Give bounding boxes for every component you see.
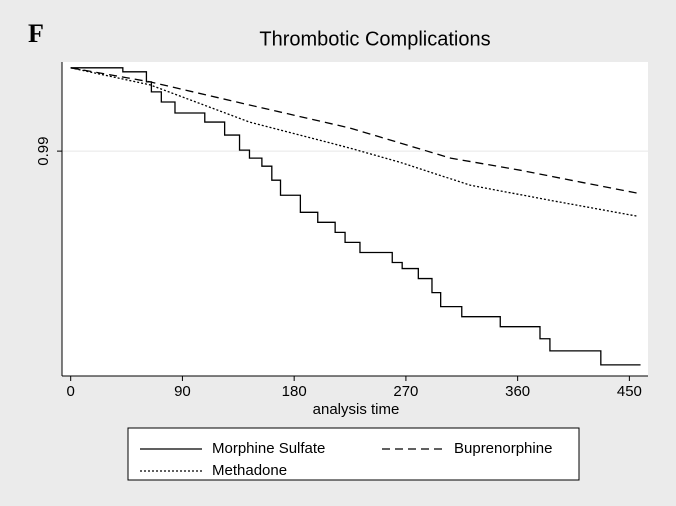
series-line	[70, 67, 641, 366]
legend-label: Methadone	[212, 462, 287, 479]
x-tick-label: 360	[505, 383, 530, 400]
x-axis-label: analysis time	[313, 401, 400, 418]
series-line	[70, 67, 639, 217]
panel-label: F	[28, 19, 44, 48]
x-tick-label: 90	[174, 383, 191, 400]
plot-area	[62, 62, 648, 376]
x-tick-label: 0	[67, 383, 75, 400]
series-line	[70, 67, 639, 194]
x-tick-label: 450	[617, 383, 642, 400]
legend	[127, 427, 580, 481]
legend-label: Morphine Sulfate	[212, 440, 325, 457]
legend-label: Buprenorphine	[454, 440, 552, 457]
x-tick-label: 180	[282, 383, 307, 400]
x-tick-label: 270	[393, 383, 418, 400]
chart-title: Thrombotic Complications	[259, 28, 490, 50]
y-tick-label: 0.99	[35, 137, 52, 166]
